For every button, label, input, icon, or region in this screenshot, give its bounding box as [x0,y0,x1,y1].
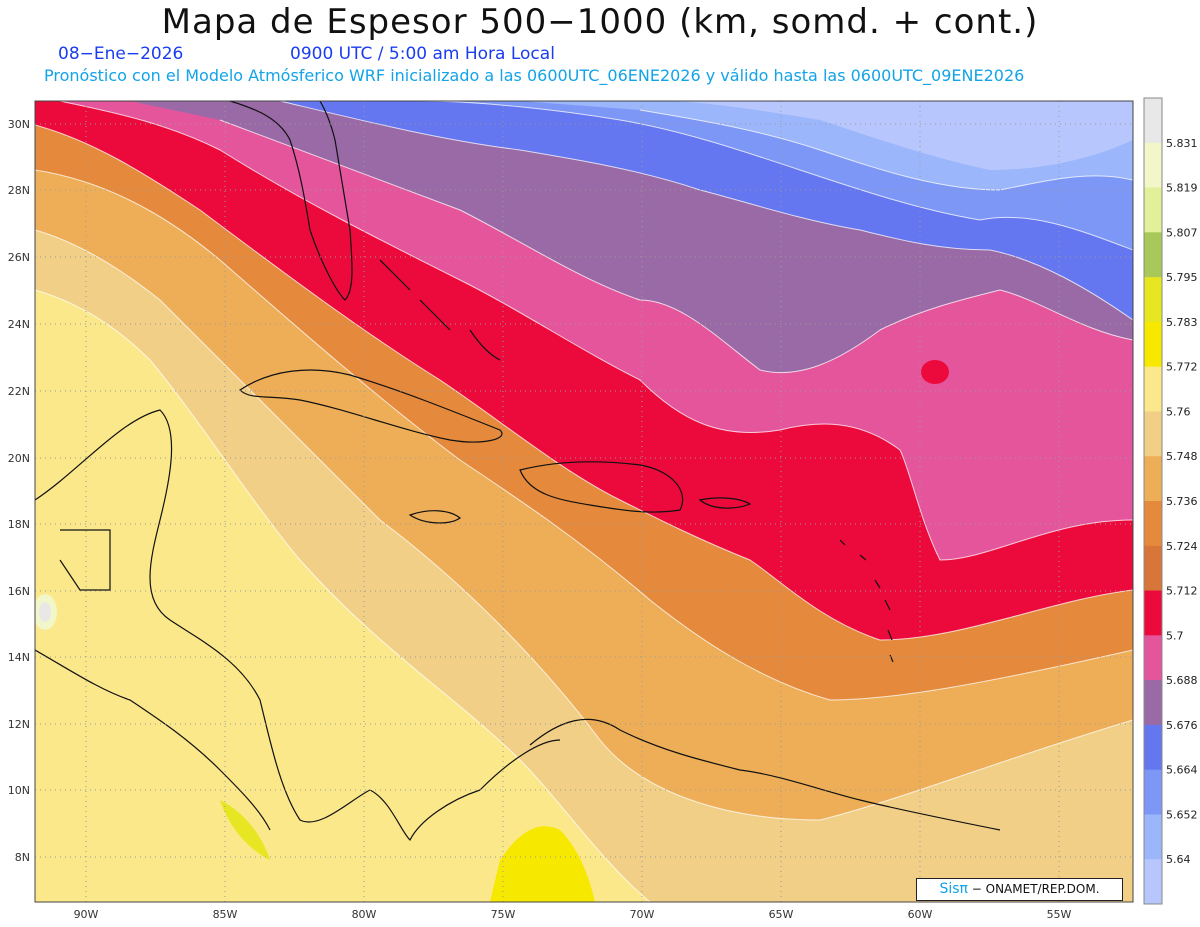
colorbar-swatch [1144,545,1162,592]
colorbar-label: 5.748 [1166,450,1198,463]
colorbar-label: 5.819 [1166,182,1198,195]
colorbar-swatch [1144,859,1162,905]
thickness-contours [35,101,1133,902]
lat-label: 20N [8,452,30,465]
colorbar-swatch [1144,680,1162,726]
lon-label: 70W [630,908,655,921]
forecast-date: 08−Ene−2026 [58,44,184,64]
lat-label: 18N [8,518,30,531]
lon-label: 65W [769,908,794,921]
colorbar-label: 5.724 [1166,540,1198,553]
sis-logo-text: Sisπ [939,881,968,897]
colorbar-swatch [1144,590,1162,636]
colorbar-swatch [1144,411,1162,457]
colorbar-label: 5.772 [1166,361,1198,374]
colorbar-swatch [1144,142,1162,189]
colorbar-label: 5.7 [1166,629,1184,642]
lat-label: 28N [8,184,30,197]
lat-label: 8N [15,851,30,864]
lon-label: 90W [74,908,99,921]
hispaniola-coast [519,461,684,513]
map-frame [34,100,1134,903]
lon-label: 75W [491,908,516,921]
page-title: Mapa de Espesor 500−1000 (km, somd. + co… [161,2,1039,42]
colorbar-label: 5.688 [1166,674,1198,687]
colorbar-swatch [1144,724,1162,771]
credit-box: Sisπ − ONAMET/REP.DOM. [916,878,1123,901]
jamaica-coast [408,510,462,524]
colorbar-swatch [1144,635,1162,681]
colorbar-label: 5.652 [1166,808,1198,821]
colorbar-frame [1143,97,1163,905]
colorbar-swatch [1144,98,1162,144]
colorbar-label: 5.795 [1166,271,1198,284]
thickness-shading [35,101,1133,902]
bahamas [379,259,501,361]
forecast-time: 0900 UTC / 5:00 am Hora Local [290,44,555,64]
puerto-rico-coast [698,497,752,509]
lat-label: 14N [8,651,30,664]
lat-label: 16N [8,585,30,598]
colorbar-swatch [1144,769,1162,815]
colorbar-label: 5.807 [1166,226,1198,239]
colorbar-label: 5.676 [1166,719,1198,732]
colorbar-swatch [1144,321,1162,368]
south-america-coast [529,718,1001,831]
colorbar-swatch [1144,187,1162,233]
colorbar-label: 5.712 [1166,585,1198,598]
colorbar-label: 5.76 [1166,405,1191,418]
colorbar-swatch [1144,814,1162,860]
lat-lon-grid [35,101,1133,902]
credit-org: − ONAMET/REP.DOM. [967,882,1100,896]
lat-axis: 30N 28N 26N 24N 22N 20N 18N 16N 14N 12N … [8,118,30,864]
lon-label: 55W [1047,908,1072,921]
colorbar-label: 5.64 [1166,853,1191,866]
lon-label: 80W [352,908,377,921]
lat-label: 24N [8,318,30,331]
coastlines [35,101,1001,842]
colorbar-swatch [1144,456,1162,502]
cuba-coast [239,369,503,443]
colorbar-label: 5.736 [1166,495,1198,508]
lon-axis: 90W 85W 80W 75W 70W 65W 60W 55W [74,908,1072,921]
colorbar-swatch [1144,232,1162,278]
lat-label: 12N [8,718,30,731]
lesser-antilles [839,539,894,663]
colorbar-swatch [1144,366,1162,412]
colorbar-label: 5.664 [1166,764,1198,777]
colorbar-label: 5.831 [1166,137,1198,150]
lon-label: 60W [908,908,933,921]
pacific-coast [35,649,271,831]
forecast-subtitle: Pronóstico con el Modelo Atmósferico WRF… [44,66,1025,85]
border-guatemala-mexico [59,529,111,591]
lat-label: 22N [8,385,30,398]
colorbar: 5.831 5.819 5.807 5.795 5.783 5.772 5.76 5.748 5… [1143,97,1198,905]
lat-label: 26N [8,251,30,264]
lat-label: 10N [8,784,30,797]
central-america-coast [35,409,561,842]
florida-coast [229,101,353,301]
lat-label: 30N [8,118,30,131]
colorbar-swatch [1144,277,1162,323]
colorbar-swatch [1144,501,1162,547]
lon-label: 85W [213,908,238,921]
colorbar-label: 5.783 [1166,316,1198,329]
